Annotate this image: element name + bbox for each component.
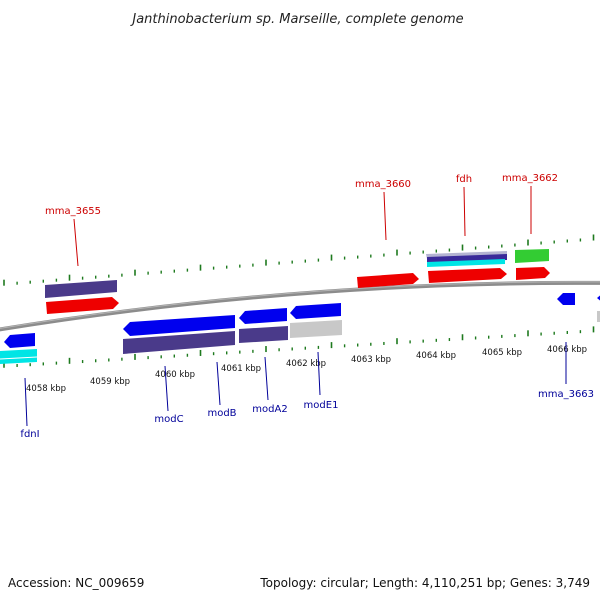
trna-fdh (427, 259, 505, 267)
cds-modB (239, 308, 287, 324)
gene-label-modB: modB (207, 408, 236, 419)
pseudo-modE1 (290, 320, 342, 338)
bottom-gene-labels: fdnI modC modB modA2 modE1 mma_3663 (20, 342, 594, 440)
kbp-label: 4059 kbp (90, 377, 130, 387)
kbp-label: 4060 kbp (155, 370, 195, 380)
leader-line (164, 365, 169, 412)
kbp-label: 4066 kbp (547, 345, 587, 355)
gene-label-modC: modC (154, 414, 183, 425)
gene-label-mma-3660: mma_3660 (355, 179, 411, 190)
kbp-label: 4065 kbp (482, 348, 522, 358)
gene-label-mma-3655: mma_3655 (45, 206, 101, 217)
gene-label-fdh: fdh (456, 174, 472, 185)
green-feature-mma-3662 (515, 249, 549, 263)
gene-label-mma-3663: mma_3663 (538, 389, 594, 400)
kbp-scale: 4058 kbp 4059 kbp 4060 kbp 4061 kbp 4062… (26, 345, 587, 394)
leader-line (463, 186, 466, 237)
topology-text: Topology: circular; Length: 4,110,251 bp… (260, 576, 590, 590)
kbp-label: 4061 kbp (221, 364, 261, 374)
kbp-label: 4063 kbp (351, 355, 391, 365)
genome-backbone (0, 280, 600, 332)
gene-track-modB (239, 326, 288, 343)
trna-fdnI-stripe (0, 356, 38, 360)
cds-fdnI (4, 333, 35, 348)
top-gene-labels: mma_3655 mma_3660 fdh mma_3662 (45, 173, 558, 267)
upper-tick-row (3, 234, 595, 286)
cds-mma-3662 (516, 267, 550, 280)
leader-line (383, 191, 387, 241)
leader-line (73, 218, 79, 267)
cds-fdh (428, 268, 507, 283)
map-title: Janthinobacterium sp. Marseille, complet… (129, 12, 463, 27)
cds-modC (123, 315, 235, 336)
trna-fdnI (0, 349, 37, 364)
cds-modA2 (290, 303, 341, 319)
leader-line (216, 361, 221, 406)
cds-edge-right (597, 293, 600, 303)
accession-text: Accession: NC_009659 (8, 576, 145, 590)
reverse-strand-features (0, 293, 600, 364)
gene-track-mma-3655 (45, 280, 117, 298)
forward-strand-features (45, 249, 550, 314)
gene-label-modA2: modA2 (252, 404, 287, 415)
cds-mma-3660 (357, 273, 419, 288)
cds-mma-3663 (557, 293, 575, 305)
kbp-label: 4064 kbp (416, 351, 456, 361)
pseudo-edge-right (597, 311, 600, 322)
cds-mma-3655 (46, 297, 119, 314)
kbp-label: 4058 kbp (26, 384, 66, 394)
leader-line (317, 351, 321, 396)
leader-line (264, 356, 269, 401)
genome-backbone-highlight (0, 281, 600, 329)
gene-label-fdnI: fdnI (20, 429, 39, 440)
gene-label-mma-3662: mma_3662 (502, 173, 558, 184)
leader-line (24, 377, 28, 427)
gene-label-modE1: modE1 (304, 400, 339, 411)
kbp-label: 4062 kbp (286, 359, 326, 369)
gene-track-modC (123, 331, 235, 354)
